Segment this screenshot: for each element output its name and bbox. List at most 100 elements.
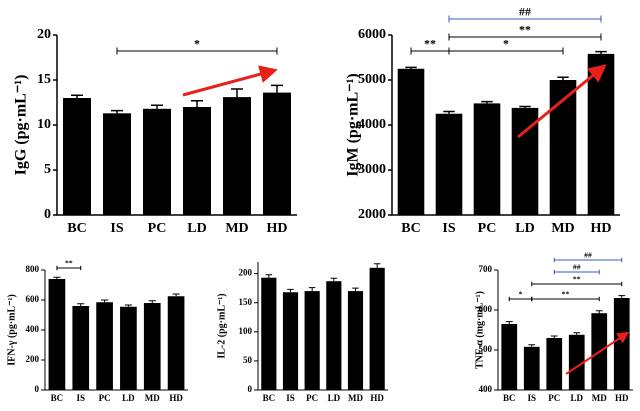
bar — [167, 296, 185, 390]
y-tick-label: 5 — [44, 162, 51, 177]
y-tick-label: 400 — [26, 324, 40, 334]
significance-label: * — [194, 36, 200, 50]
y-tick-label: 200 — [26, 354, 40, 364]
error-bar — [231, 88, 243, 98]
bar — [523, 346, 540, 390]
axis — [497, 270, 633, 391]
y-axis-label: IgG (pg·mL⁻¹) — [13, 75, 30, 176]
significance-label: * — [519, 290, 523, 299]
error-bar — [77, 303, 85, 306]
x-tick-label: IS — [286, 393, 295, 403]
bar — [435, 113, 463, 215]
y-tick-label: 10 — [37, 117, 51, 132]
error-bar — [528, 344, 536, 347]
error-bar — [111, 109, 123, 114]
x-tick-label: MD — [145, 393, 160, 403]
y-tick-label: 700 — [479, 264, 493, 274]
bar — [143, 303, 161, 390]
x-tick-label: LD — [515, 221, 534, 236]
error-bar — [519, 105, 531, 108]
error-bar — [191, 99, 203, 107]
bar — [501, 324, 518, 390]
axis — [391, 35, 620, 216]
error-bar — [573, 332, 581, 335]
error-bar — [308, 287, 316, 292]
error-bar — [405, 66, 417, 69]
significance-bracket — [531, 281, 623, 287]
error-bar — [148, 300, 156, 303]
bar — [347, 291, 364, 390]
y-tick-label: 100 — [239, 326, 253, 336]
significance-bracket — [116, 47, 278, 55]
error-bar — [595, 310, 603, 314]
x-tick-label: BC — [67, 221, 86, 236]
y-tick-label: 800 — [26, 264, 40, 274]
x-tick-label: BC — [401, 221, 420, 236]
error-bar — [330, 277, 338, 282]
bar — [143, 108, 171, 215]
significance-label: ** — [65, 259, 73, 268]
significance-label: ** — [573, 275, 581, 284]
axis — [44, 270, 188, 391]
bar — [120, 306, 137, 390]
bar — [263, 92, 291, 215]
x-tick-label: IS — [76, 393, 85, 403]
x-tick-label: MD — [348, 393, 363, 403]
x-tick-label: LD — [570, 393, 583, 403]
x-tick-label: PC — [148, 221, 167, 236]
error-bar — [505, 321, 513, 324]
bar — [72, 306, 90, 390]
trend-arrow — [517, 64, 607, 139]
error-bar — [595, 50, 607, 54]
x-tick-label: HD — [169, 393, 183, 403]
bar — [369, 267, 385, 390]
error-bar — [557, 76, 569, 80]
x-tick-label: LD — [328, 393, 341, 403]
y-tick-label: 0 — [35, 384, 40, 394]
y-tick-label: 2000 — [358, 207, 386, 222]
x-tick-label: PC — [478, 221, 497, 236]
x-tick-label: PC — [99, 393, 111, 403]
y-tick-label: 600 — [479, 304, 493, 314]
x-tick-label: HD — [267, 221, 288, 236]
significance-bracket — [553, 269, 600, 275]
x-tick-label: PC — [548, 393, 560, 403]
error-bar — [287, 288, 294, 293]
significance-label: ## — [573, 263, 581, 272]
error-bar — [618, 295, 626, 298]
error-bar — [172, 293, 180, 297]
error-bar — [481, 100, 493, 104]
bar — [304, 291, 320, 390]
bar — [223, 97, 251, 215]
error-bar — [151, 104, 163, 109]
x-tick-label: LD — [122, 393, 135, 403]
trend-arrow — [182, 65, 278, 97]
x-tick-label: HD — [615, 393, 629, 403]
axis — [56, 35, 297, 216]
significance-label: * — [503, 36, 509, 50]
y-tick-label: 150 — [239, 297, 253, 307]
y-tick-label: 200 — [239, 268, 253, 278]
bar — [282, 292, 299, 390]
y-tick-label: 3000 — [358, 162, 386, 177]
y-tick-label: 500 — [479, 344, 493, 354]
error-bar — [550, 335, 558, 338]
y-tick-label: 0 — [44, 207, 51, 222]
significance-bracket — [56, 265, 82, 271]
bar — [549, 80, 577, 215]
x-tick-label: HD — [591, 221, 612, 236]
significance-label: ** — [424, 36, 436, 50]
x-tick-label: IS — [442, 221, 455, 236]
bar — [48, 279, 66, 390]
y-tick-label: 15 — [37, 72, 51, 87]
x-tick-label: MD — [592, 393, 607, 403]
bar — [183, 107, 211, 215]
significance-bracket — [553, 257, 623, 263]
significance-bracket — [448, 33, 602, 41]
error-bar — [71, 94, 83, 98]
x-tick-label: PC — [306, 393, 318, 403]
significance-bracket — [448, 47, 564, 55]
x-tick-label: BC — [503, 393, 516, 403]
